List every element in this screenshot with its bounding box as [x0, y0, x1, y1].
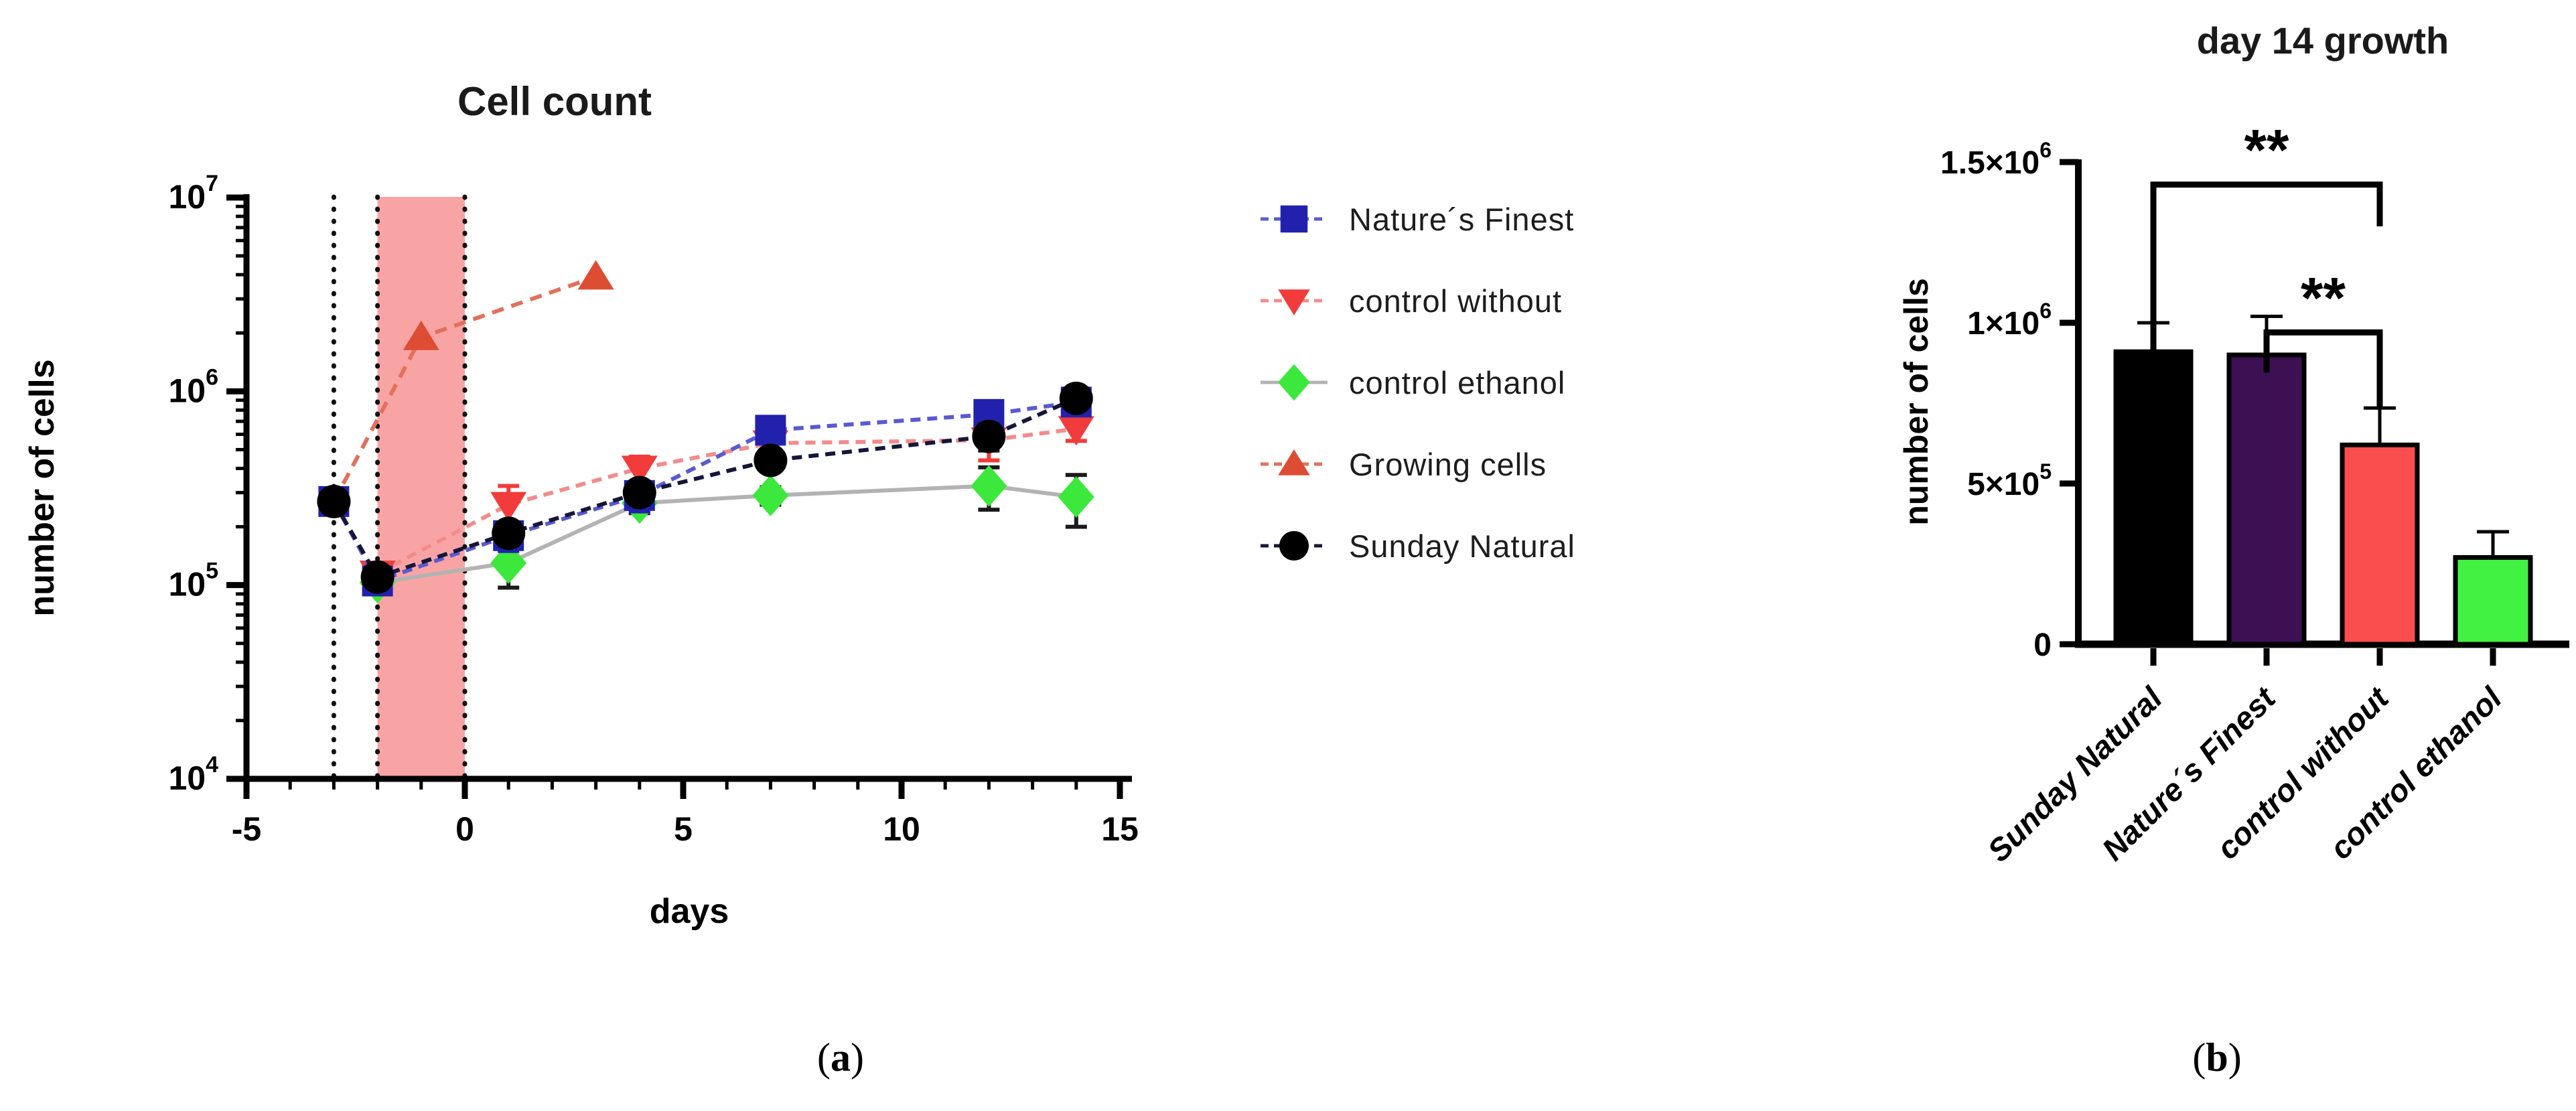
- legend-label: Nature´s Finest: [1349, 201, 1575, 237]
- bar-control-without: [2340, 406, 2420, 666]
- square-marker-icon: [1261, 205, 1328, 233]
- series-control-ethanol: [359, 465, 1094, 603]
- diamond-marker-icon: [1261, 364, 1328, 401]
- triangle-down-marker-icon: [1261, 289, 1328, 315]
- svg-text:**: **: [2244, 119, 2289, 183]
- legend-label: control without: [1349, 283, 1563, 319]
- bar-sunday-natural: [2113, 321, 2194, 666]
- chart-b-title: day 14 growth: [2197, 19, 2449, 62]
- legend-label: control ethanol: [1349, 364, 1566, 400]
- panel-a-open-paren: (: [817, 1035, 831, 1080]
- svg-text:1×106: 1×106: [1967, 299, 2052, 342]
- panel-a-letter: a: [831, 1035, 851, 1080]
- svg-text:**: **: [2301, 266, 2346, 330]
- svg-text:105: 105: [168, 559, 218, 603]
- chart-a-title: Cell count: [457, 79, 652, 124]
- chart-b-ylabel: number of cells: [1898, 278, 1935, 526]
- svg-text:107: 107: [168, 171, 218, 216]
- panel-a-close-paren: ): [851, 1035, 864, 1080]
- panel-b-close-paren: ): [2228, 1035, 2242, 1080]
- x-axis-ticks: -5 0 5 10 15: [232, 779, 1139, 848]
- legend-item-nature-s-finest: Nature´s Finest: [1258, 200, 1575, 238]
- series-sunday-natural: [317, 381, 1093, 594]
- panel-b-letter: b: [2206, 1035, 2228, 1080]
- legend-item-growing-cells: Growing cells: [1258, 445, 1575, 484]
- triangle-up-marker-icon: [1261, 449, 1328, 475]
- treatment-window-band: [377, 197, 465, 779]
- axes: [243, 194, 1132, 782]
- legend-label: Sunday Natural: [1349, 528, 1575, 564]
- panel-label-a: (a): [767, 1035, 914, 1081]
- bar-control-ethanol: [2453, 530, 2533, 666]
- svg-text:5: 5: [674, 810, 693, 848]
- svg-text:104: 104: [168, 752, 218, 797]
- svg-text:-5: -5: [232, 810, 261, 848]
- legend-item-control-without: control without: [1258, 281, 1575, 320]
- panel-b-open-paren: (: [2192, 1035, 2206, 1080]
- bar-nature-s-finest: [2226, 314, 2307, 666]
- chart-a-xlabel: days: [650, 892, 729, 931]
- series-growing-cells: [332, 260, 614, 503]
- svg-text:0: 0: [2033, 627, 2052, 663]
- circle-marker-icon: [1261, 531, 1328, 561]
- svg-text:1.5×106: 1.5×106: [1940, 138, 2052, 181]
- panel-label-b: (b): [2143, 1035, 2291, 1081]
- cell-count-line-chart: 107 106 105 104 -5 0 5 10 15 Cell count days number…: [23, 79, 1139, 931]
- y-axis-ticks: 1.5×106 1×106 5×105 0: [1940, 138, 2078, 663]
- significance-brackets: ** **: [2150, 119, 2383, 410]
- svg-text:5×105: 5×105: [1967, 459, 2052, 502]
- legend-item-sunday-natural: Sunday Natural: [1258, 526, 1575, 565]
- chart-a-ylabel: number of cells: [23, 359, 62, 616]
- legend-item-control-ethanol: control ethanol: [1258, 363, 1575, 402]
- legend: Nature´s Finest control without control et…: [1258, 200, 1575, 608]
- y-axis-ticks: 107 106 105 104: [168, 171, 246, 797]
- svg-text:106: 106: [168, 364, 218, 409]
- legend-label: Growing cells: [1349, 446, 1547, 482]
- svg-text:10: 10: [883, 810, 920, 848]
- svg-text:0: 0: [455, 810, 474, 848]
- svg-text:15: 15: [1101, 810, 1139, 848]
